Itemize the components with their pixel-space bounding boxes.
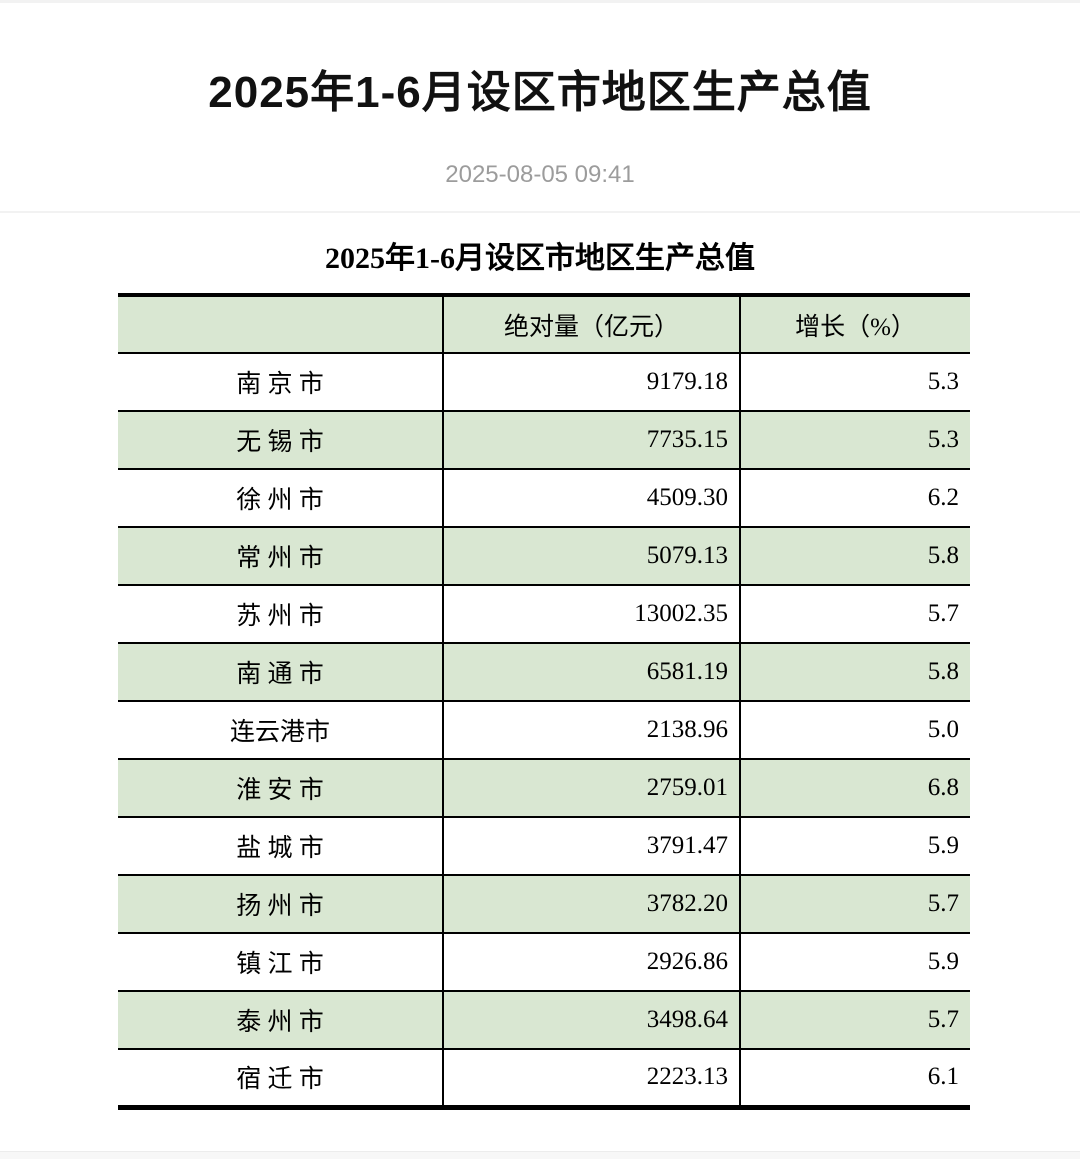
- city-cell: 扬 州 市: [118, 874, 444, 933]
- table-row: 苏 州 市 13002.35 5.7: [118, 584, 970, 643]
- value-cell: 7735.15: [443, 410, 741, 469]
- growth-cell: 5.8: [740, 526, 970, 585]
- growth-cell: 5.7: [740, 874, 970, 933]
- city-cell: 淮 安 市: [118, 758, 444, 817]
- table-title: 2025年1-6月设区市地区生产总值: [325, 242, 755, 275]
- table-row: 宿 迁 市 2223.13 6.1: [118, 1048, 970, 1107]
- publish-timestamp: 2025-08-05 09:41: [445, 161, 635, 188]
- page-footer-strip: [0, 1151, 1080, 1159]
- growth-cell: 5.3: [740, 352, 970, 411]
- value-cell: 4509.30: [443, 468, 741, 527]
- growth-cell: 6.1: [740, 1048, 970, 1107]
- growth-cell: 6.8: [740, 758, 970, 817]
- table-row: 泰 州 市 3498.64 5.7: [118, 990, 970, 1049]
- article-header: 2025年1-6月设区市地区生产总值 2025-08-05 09:41: [0, 3, 1080, 213]
- gdp-table: 绝对量（亿元） 增长（%） 南 京 市 9179.18 5.3 无 锡 市 77…: [118, 293, 970, 1110]
- city-cell: 南 通 市: [118, 642, 444, 701]
- table-row: 常 州 市 5079.13 5.8: [118, 526, 970, 585]
- growth-cell: 5.8: [740, 642, 970, 701]
- value-cell: 9179.18: [443, 352, 741, 411]
- city-cell: 连云港市: [118, 700, 444, 759]
- table-row: 镇 江 市 2926.86 5.9: [118, 932, 970, 991]
- table-header-row: 绝对量（亿元） 增长（%）: [118, 295, 970, 353]
- table-head: 绝对量（亿元） 增长（%）: [118, 295, 970, 353]
- value-cell: 3782.20: [443, 874, 741, 933]
- city-cell: 徐 州 市: [118, 468, 444, 527]
- value-cell: 6581.19: [443, 642, 741, 701]
- city-cell: 泰 州 市: [118, 990, 444, 1049]
- value-cell: 5079.13: [443, 526, 741, 585]
- header-cell-absolute: 绝对量（亿元）: [443, 295, 741, 353]
- city-cell: 苏 州 市: [118, 584, 444, 643]
- growth-cell: 6.2: [740, 468, 970, 527]
- city-cell: 南 京 市: [118, 352, 444, 411]
- value-cell: 2926.86: [443, 932, 741, 991]
- table-row: 扬 州 市 3782.20 5.7: [118, 874, 970, 933]
- table-row: 南 京 市 9179.18 5.3: [118, 352, 970, 411]
- header-cell-city: [118, 295, 444, 353]
- table-row: 无 锡 市 7735.15 5.3: [118, 410, 970, 469]
- value-cell: 2759.01: [443, 758, 741, 817]
- table-row: 南 通 市 6581.19 5.8: [118, 642, 970, 701]
- table-body: 南 京 市 9179.18 5.3 无 锡 市 7735.15 5.3 徐 州 …: [118, 352, 970, 1107]
- header-cell-growth: 增长（%）: [740, 295, 970, 353]
- growth-cell: 5.3: [740, 410, 970, 469]
- value-cell: 2138.96: [443, 700, 741, 759]
- city-cell: 盐 城 市: [118, 816, 444, 875]
- growth-cell: 5.9: [740, 932, 970, 991]
- city-cell: 镇 江 市: [118, 932, 444, 991]
- city-cell: 无 锡 市: [118, 410, 444, 469]
- city-cell: 常 州 市: [118, 526, 444, 585]
- table-row: 徐 州 市 4509.30 6.2: [118, 468, 970, 527]
- page-title: 2025年1-6月设区市地区生产总值: [208, 68, 872, 117]
- value-cell: 3791.47: [443, 816, 741, 875]
- growth-cell: 5.7: [740, 584, 970, 643]
- table-row: 盐 城 市 3791.47 5.9: [118, 816, 970, 875]
- growth-cell: 5.0: [740, 700, 970, 759]
- value-cell: 2223.13: [443, 1048, 741, 1107]
- table-row: 淮 安 市 2759.01 6.8: [118, 758, 970, 817]
- article-body: 2025年1-6月设区市地区生产总值 绝对量（亿元） 增长（%） 南 京 市 9…: [0, 241, 1080, 1110]
- table-row: 连云港市 2138.96 5.0: [118, 700, 970, 759]
- value-cell: 13002.35: [443, 584, 741, 643]
- growth-cell: 5.9: [740, 816, 970, 875]
- value-cell: 3498.64: [443, 990, 741, 1049]
- city-cell: 宿 迁 市: [118, 1048, 444, 1107]
- growth-cell: 5.7: [740, 990, 970, 1049]
